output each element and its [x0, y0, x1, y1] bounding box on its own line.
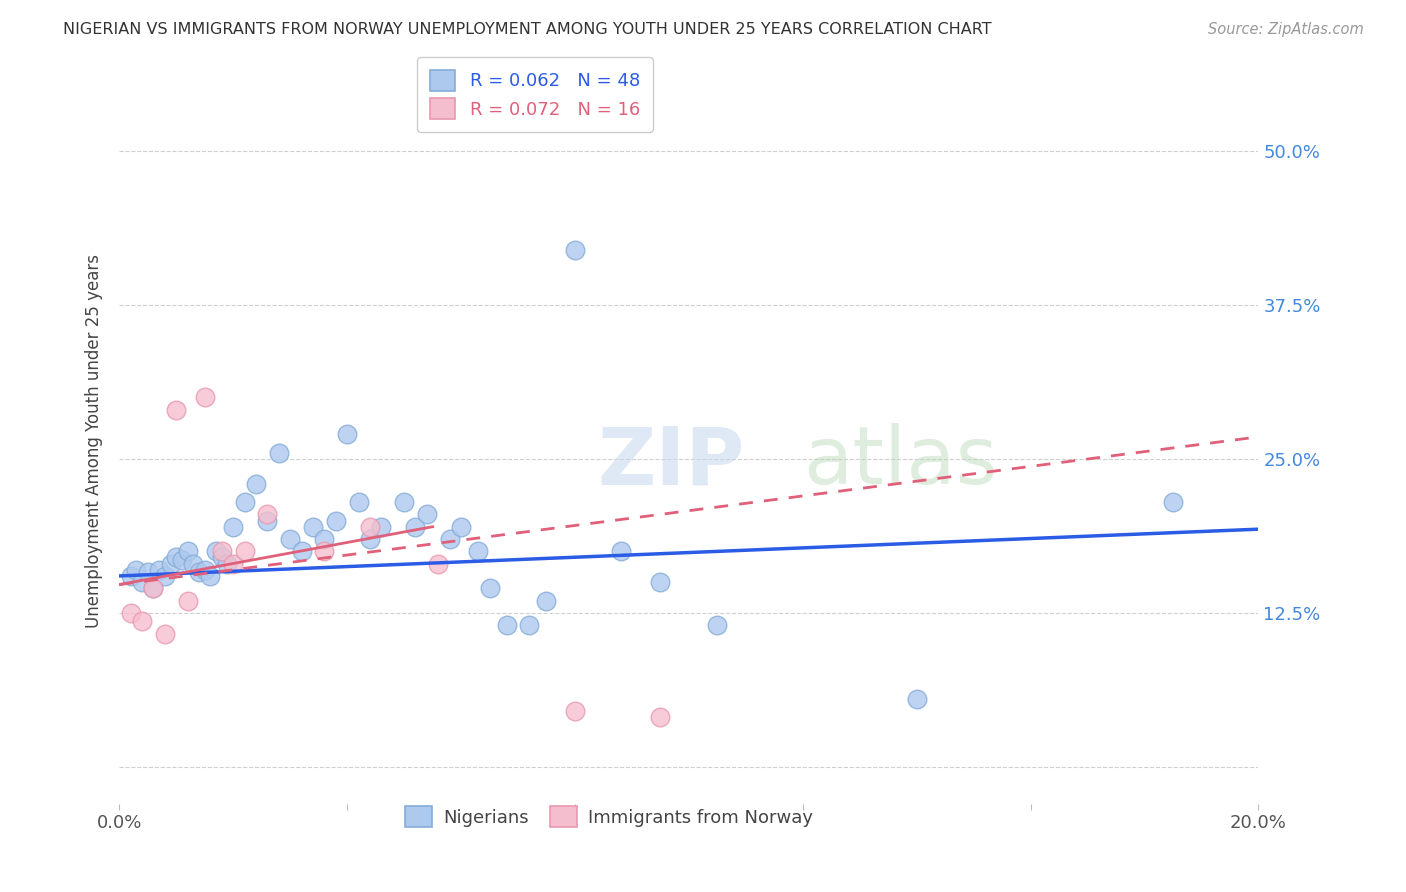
Text: atlas: atlas — [803, 424, 997, 501]
Point — [359, 532, 381, 546]
Point — [153, 569, 176, 583]
Point — [176, 593, 198, 607]
Point — [267, 446, 290, 460]
Point — [222, 519, 245, 533]
Point — [427, 557, 450, 571]
Point — [153, 627, 176, 641]
Y-axis label: Unemployment Among Youth under 25 years: Unemployment Among Youth under 25 years — [86, 253, 103, 628]
Point — [165, 550, 187, 565]
Text: NIGERIAN VS IMMIGRANTS FROM NORWAY UNEMPLOYMENT AMONG YOUTH UNDER 25 YEARS CORRE: NIGERIAN VS IMMIGRANTS FROM NORWAY UNEMP… — [63, 22, 991, 37]
Point — [467, 544, 489, 558]
Point — [650, 710, 672, 724]
Point — [905, 692, 928, 706]
Point — [325, 514, 347, 528]
Text: Source: ZipAtlas.com: Source: ZipAtlas.com — [1208, 22, 1364, 37]
Point — [120, 606, 142, 620]
Point — [314, 544, 336, 558]
Point — [211, 550, 233, 565]
Point — [495, 618, 517, 632]
Point — [450, 519, 472, 533]
Point — [159, 557, 181, 571]
Point — [370, 519, 392, 533]
Point — [478, 581, 501, 595]
Point — [170, 553, 193, 567]
Point — [194, 391, 217, 405]
Point — [125, 563, 148, 577]
Point — [439, 532, 461, 546]
Point — [142, 581, 165, 595]
Point — [519, 618, 541, 632]
Point — [609, 544, 631, 558]
Point — [120, 569, 142, 583]
Point — [416, 508, 439, 522]
Point — [211, 544, 233, 558]
Point — [205, 544, 228, 558]
Point — [131, 615, 153, 629]
Point — [347, 495, 370, 509]
Point — [290, 544, 312, 558]
Point — [650, 575, 672, 590]
Point — [1161, 495, 1184, 509]
Point — [131, 575, 153, 590]
Point — [142, 581, 165, 595]
Point — [336, 427, 359, 442]
Point — [564, 243, 586, 257]
Point — [222, 557, 245, 571]
Point — [165, 402, 187, 417]
Point — [256, 508, 278, 522]
Point — [536, 593, 558, 607]
Point — [314, 532, 336, 546]
Legend: Nigerians, Immigrants from Norway: Nigerians, Immigrants from Norway — [398, 799, 821, 835]
Point — [181, 557, 204, 571]
Point — [136, 566, 159, 580]
Point — [302, 519, 325, 533]
Point — [233, 495, 256, 509]
Point — [245, 476, 267, 491]
Point — [392, 495, 415, 509]
Point — [200, 569, 222, 583]
Point — [706, 618, 728, 632]
Point — [148, 563, 170, 577]
Point — [188, 566, 211, 580]
Point — [176, 544, 198, 558]
Text: ZIP: ZIP — [598, 424, 745, 501]
Point — [404, 519, 426, 533]
Point — [278, 532, 301, 546]
Point — [564, 704, 586, 718]
Point — [217, 557, 239, 571]
Point — [194, 563, 217, 577]
Point — [359, 519, 381, 533]
Point — [256, 514, 278, 528]
Point — [233, 544, 256, 558]
